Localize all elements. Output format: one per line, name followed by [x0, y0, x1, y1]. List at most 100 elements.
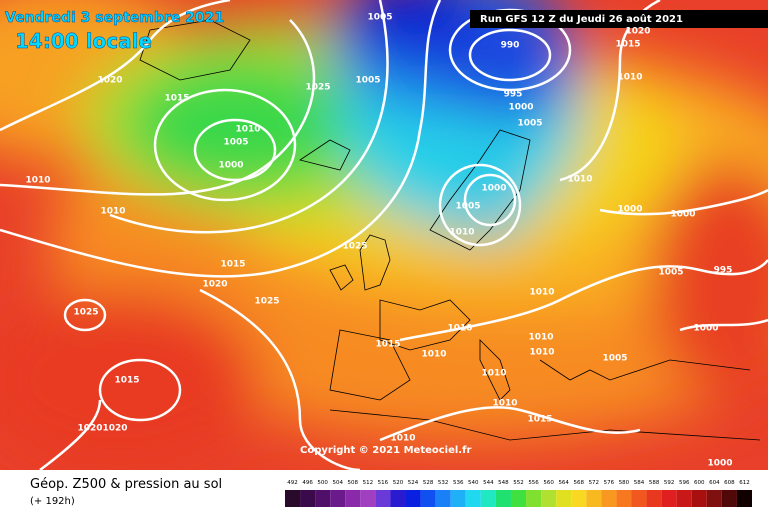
scale-swatch: [631, 490, 647, 507]
scale-swatch: [390, 490, 406, 507]
isobar-label: 1025: [305, 83, 330, 93]
isobar-label: 1010: [25, 176, 50, 186]
scale-label: 572: [589, 480, 600, 486]
isobar-label: 1010: [567, 175, 592, 185]
scale-label: 508: [348, 480, 359, 486]
scale-label: 604: [709, 480, 720, 486]
scale-swatch: [375, 490, 391, 507]
isobar-label: 1005: [223, 138, 248, 148]
coastlines: [139, 19, 761, 441]
isobar-label: 1005: [602, 354, 627, 364]
scale-swatch: [646, 490, 662, 507]
run-box: [470, 10, 768, 28]
scale-swatch: [450, 490, 466, 507]
scale-swatch: [706, 490, 722, 507]
scale-label: 516: [378, 480, 389, 486]
isobar-label: 1010: [447, 324, 472, 334]
footer-title: Géop. Z500 & pression au sol: [30, 477, 222, 492]
isobar-label: 1025: [73, 308, 98, 318]
scale-swatch: [405, 490, 421, 507]
isobar-label: 995: [504, 90, 523, 100]
isobar-label: 1020: [102, 424, 127, 434]
scale-swatch: [661, 490, 677, 507]
scale-label: 560: [543, 480, 554, 486]
copyright: Copyright © 2021 Meteociel.fr: [300, 445, 471, 456]
isobar-label: 995: [714, 266, 733, 276]
scale-swatch: [721, 490, 737, 507]
scale-label: 520: [393, 480, 404, 486]
isobar-label: 1000: [218, 161, 243, 171]
isobar-label: 1020: [77, 424, 102, 434]
scale-label: 600: [694, 480, 705, 486]
isobar-label: 1010: [481, 369, 506, 379]
scale-label: 564: [558, 480, 569, 486]
scale-swatch: [300, 490, 316, 507]
scale-label: 612: [739, 480, 750, 486]
isobar-label: 1015: [220, 260, 245, 270]
scale-swatch: [586, 490, 602, 507]
isobar-label: 1010: [235, 125, 260, 135]
isobar-label: 1010: [449, 228, 474, 238]
scale-swatch: [691, 490, 707, 507]
isobar-label: 1010: [421, 350, 446, 360]
scale-swatch: [330, 490, 346, 507]
scale-label: 576: [604, 480, 615, 486]
scale-label: 532: [438, 480, 449, 486]
scale-label: 524: [408, 480, 419, 486]
scale-swatch: [556, 490, 572, 507]
scale-swatch: [736, 490, 752, 507]
scale-swatch: [315, 490, 331, 507]
scale-swatch: [435, 490, 451, 507]
scale-label: 512: [363, 480, 374, 486]
isobar-label: 1025: [342, 242, 367, 252]
isobar-label: 1005: [517, 119, 542, 129]
lead-time: (+ 192h): [30, 496, 75, 507]
scale-label: 552: [513, 480, 524, 486]
scale-swatch: [360, 490, 376, 507]
field: [0, 0, 768, 470]
run-info: Run GFS 12 Z du Jeudi 26 août 2021: [480, 13, 683, 25]
scale-swatch: [495, 490, 511, 507]
isobar-label: 1020: [97, 76, 122, 86]
isobar-label: 1015: [527, 415, 552, 425]
isobar-label: 1010: [100, 207, 125, 217]
scale-swatch: [465, 490, 481, 507]
scale-label: 580: [619, 480, 630, 486]
scale-label: 584: [634, 480, 645, 486]
scale-label: 592: [664, 480, 675, 486]
scale-label: 568: [574, 480, 585, 486]
isobar-label: 1000: [693, 324, 718, 334]
scale-swatch: [480, 490, 496, 507]
scale-label: 504: [332, 480, 343, 486]
isobar-label: 1020: [625, 27, 650, 37]
scale-swatch: [345, 490, 361, 507]
isobar-label: 1005: [355, 76, 380, 86]
isobar-label: 1025: [254, 297, 279, 307]
isobar-label: 1015: [615, 40, 640, 50]
scale-swatch: [601, 490, 617, 507]
isobar-label: 1020: [202, 280, 227, 290]
scale-label: 548: [498, 480, 509, 486]
forecast-time: 14:00 locale: [15, 29, 152, 53]
scale-label: 540: [468, 480, 479, 486]
isobar-label: 1005: [658, 268, 683, 278]
isobar-label: 1000: [707, 459, 732, 469]
isobar-label: 1000: [508, 103, 533, 113]
isobar-label: 1015: [114, 376, 139, 386]
scale-swatch: [510, 490, 527, 507]
scale-label: 596: [679, 480, 690, 486]
isobar-label: 1015: [164, 94, 189, 104]
scale-label: 544: [483, 480, 494, 486]
isobar-label: 1010: [617, 73, 642, 83]
isobar-label: 990: [501, 41, 520, 51]
scale-label: 556: [528, 480, 539, 486]
scale-label: 528: [423, 480, 434, 486]
isobar-label: 1000: [670, 210, 695, 220]
isobar-label: 1015: [375, 340, 400, 350]
scale-label: 608: [724, 480, 735, 486]
isobar-label: 1000: [481, 184, 506, 194]
scale-label: 492: [287, 480, 298, 486]
isobar-label: 1010: [528, 333, 553, 343]
